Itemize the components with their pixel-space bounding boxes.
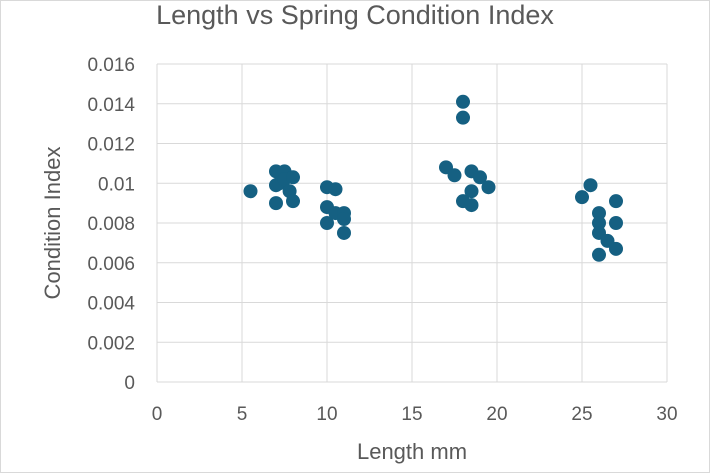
data-point — [286, 170, 300, 185]
data-point — [337, 212, 351, 227]
data-point — [464, 198, 479, 213]
data-point — [320, 216, 334, 230]
data-point — [609, 241, 623, 256]
data-point — [481, 180, 496, 195]
x-tick-label: 30 — [656, 404, 677, 425]
data-point — [456, 94, 470, 109]
data-point — [592, 206, 606, 221]
y-tick-label: 0.016 — [87, 55, 135, 76]
y-tick-label: 0.004 — [87, 294, 135, 315]
y-tick-label: 0 — [124, 373, 135, 394]
data-point — [286, 194, 300, 209]
x-tick-label: 20 — [486, 404, 507, 425]
x-tick-label: 0 — [152, 404, 163, 425]
data-point — [473, 170, 487, 185]
data-point — [269, 196, 283, 211]
tick-labels: 0 0.002 0.004 0.006 0.008 0.01 0.012 0.014 0.016… — [87, 55, 677, 425]
y-axis-label: Condition Index — [40, 147, 65, 300]
data-point — [328, 182, 343, 197]
x-axis-label: Length mm — [357, 439, 467, 464]
data-point — [583, 178, 598, 193]
data-point — [243, 184, 258, 199]
data-point — [592, 247, 606, 262]
gridlines — [156, 63, 668, 383]
x-tick-label: 25 — [571, 404, 592, 425]
data-points — [243, 94, 623, 262]
y-tick-label: 0.012 — [87, 135, 135, 156]
data-point — [337, 225, 351, 240]
data-point — [609, 194, 623, 209]
x-tick-label: 15 — [401, 404, 422, 425]
data-point — [464, 184, 479, 199]
data-point — [609, 216, 623, 230]
x-tick-label: 10 — [316, 404, 337, 425]
y-tick-label: 0.006 — [87, 254, 135, 275]
y-tick-label: 0.014 — [87, 95, 135, 116]
data-point — [447, 168, 462, 183]
y-tick-label: 0.002 — [87, 333, 135, 354]
y-tick-label: 0.008 — [87, 214, 135, 235]
y-tick-label: 0.01 — [98, 174, 135, 195]
chart-title: Length vs Spring Condition Index — [156, 0, 554, 30]
x-tick-label: 5 — [237, 404, 248, 425]
data-point — [592, 216, 606, 230]
data-point — [456, 110, 470, 125]
data-point — [575, 190, 589, 205]
